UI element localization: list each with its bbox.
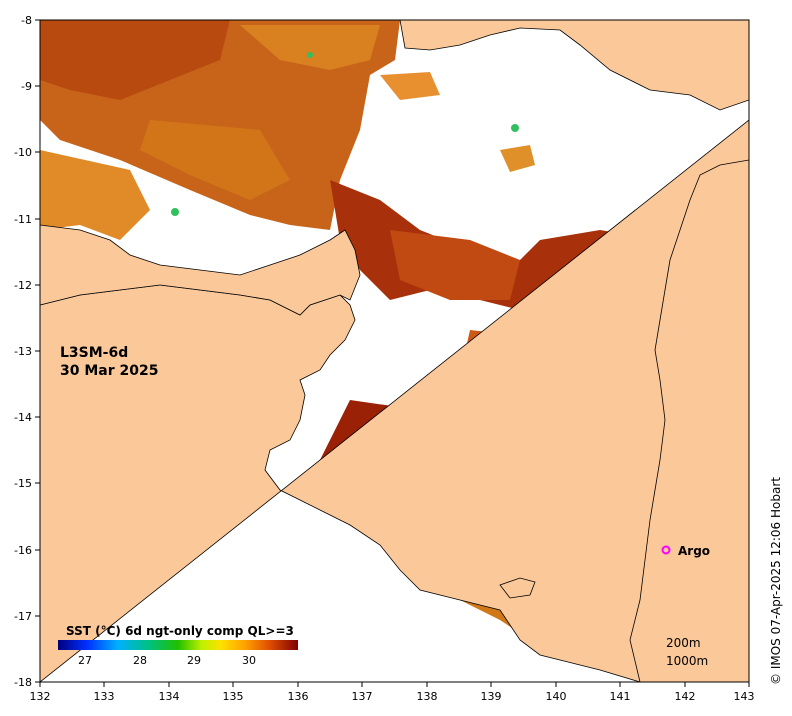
y-tick-label: -12 [14, 279, 32, 292]
y-tick-label: -15 [14, 477, 32, 490]
y-tick-label: -8 [21, 14, 32, 27]
x-tick-label: 137 [352, 690, 373, 703]
credit-text: © IMOS 07-Apr-2025 12:06 Hobart [769, 477, 783, 685]
depth-200-label: 200m [666, 636, 701, 650]
x-tick-label: 134 [159, 690, 180, 703]
product-date: 30 Mar 2025 [60, 363, 158, 379]
argo-float-marker [661, 545, 671, 555]
x-tick-labels: 132 133 134 135 136 137 138 139 140 141 … [30, 690, 755, 703]
colorbar-tick-label: 28 [133, 654, 147, 667]
x-tick-label: 136 [288, 690, 309, 703]
cape-york-peninsula [629, 159, 749, 682]
y-tick-label: -18 [14, 676, 32, 689]
y-tick-label: -14 [14, 411, 32, 424]
x-tick-label: 139 [481, 690, 502, 703]
colorbar-gradient [58, 640, 298, 650]
arnhem-land [40, 224, 361, 316]
x-tick-label: 143 [734, 690, 755, 703]
y-tick-labels: -8 -9 -10 -11 -12 -13 -14 -15 -16 -17 -1… [14, 14, 32, 689]
colorbar-title: SST (°C) 6d ngt-only comp QL>=3 [66, 624, 294, 638]
y-tick-label: -13 [14, 345, 32, 358]
x-tick-label: 133 [94, 690, 115, 703]
x-tick-label: 140 [546, 690, 567, 703]
colorbar-tick-label: 27 [78, 654, 92, 667]
x-tick-label: 142 [675, 690, 696, 703]
x-tick-label: 135 [223, 690, 244, 703]
axis-ticks [35, 19, 750, 687]
y-tick-label: -17 [14, 610, 32, 623]
y-tick-label: -10 [14, 146, 32, 159]
colorbar-tick-label: 29 [187, 654, 201, 667]
product-name: L3SM-6d [60, 345, 128, 361]
y-tick-label: -9 [21, 80, 32, 93]
colorbar-tick-label: 30 [242, 654, 256, 667]
mornington-island [499, 577, 536, 599]
argo-label: Argo [678, 544, 710, 558]
y-tick-label: -11 [14, 213, 32, 226]
x-tick-label: 141 [610, 690, 631, 703]
new-guinea-land [399, 20, 749, 111]
x-tick-label: 138 [417, 690, 438, 703]
y-tick-label: -16 [14, 544, 32, 557]
land-layer [40, 20, 749, 682]
colorbar: SST (°C) 6d ngt-only comp QL>=3 27 28 29… [58, 624, 298, 667]
x-tick-label: 132 [30, 690, 51, 703]
depth-1000-label: 1000m [666, 654, 708, 668]
